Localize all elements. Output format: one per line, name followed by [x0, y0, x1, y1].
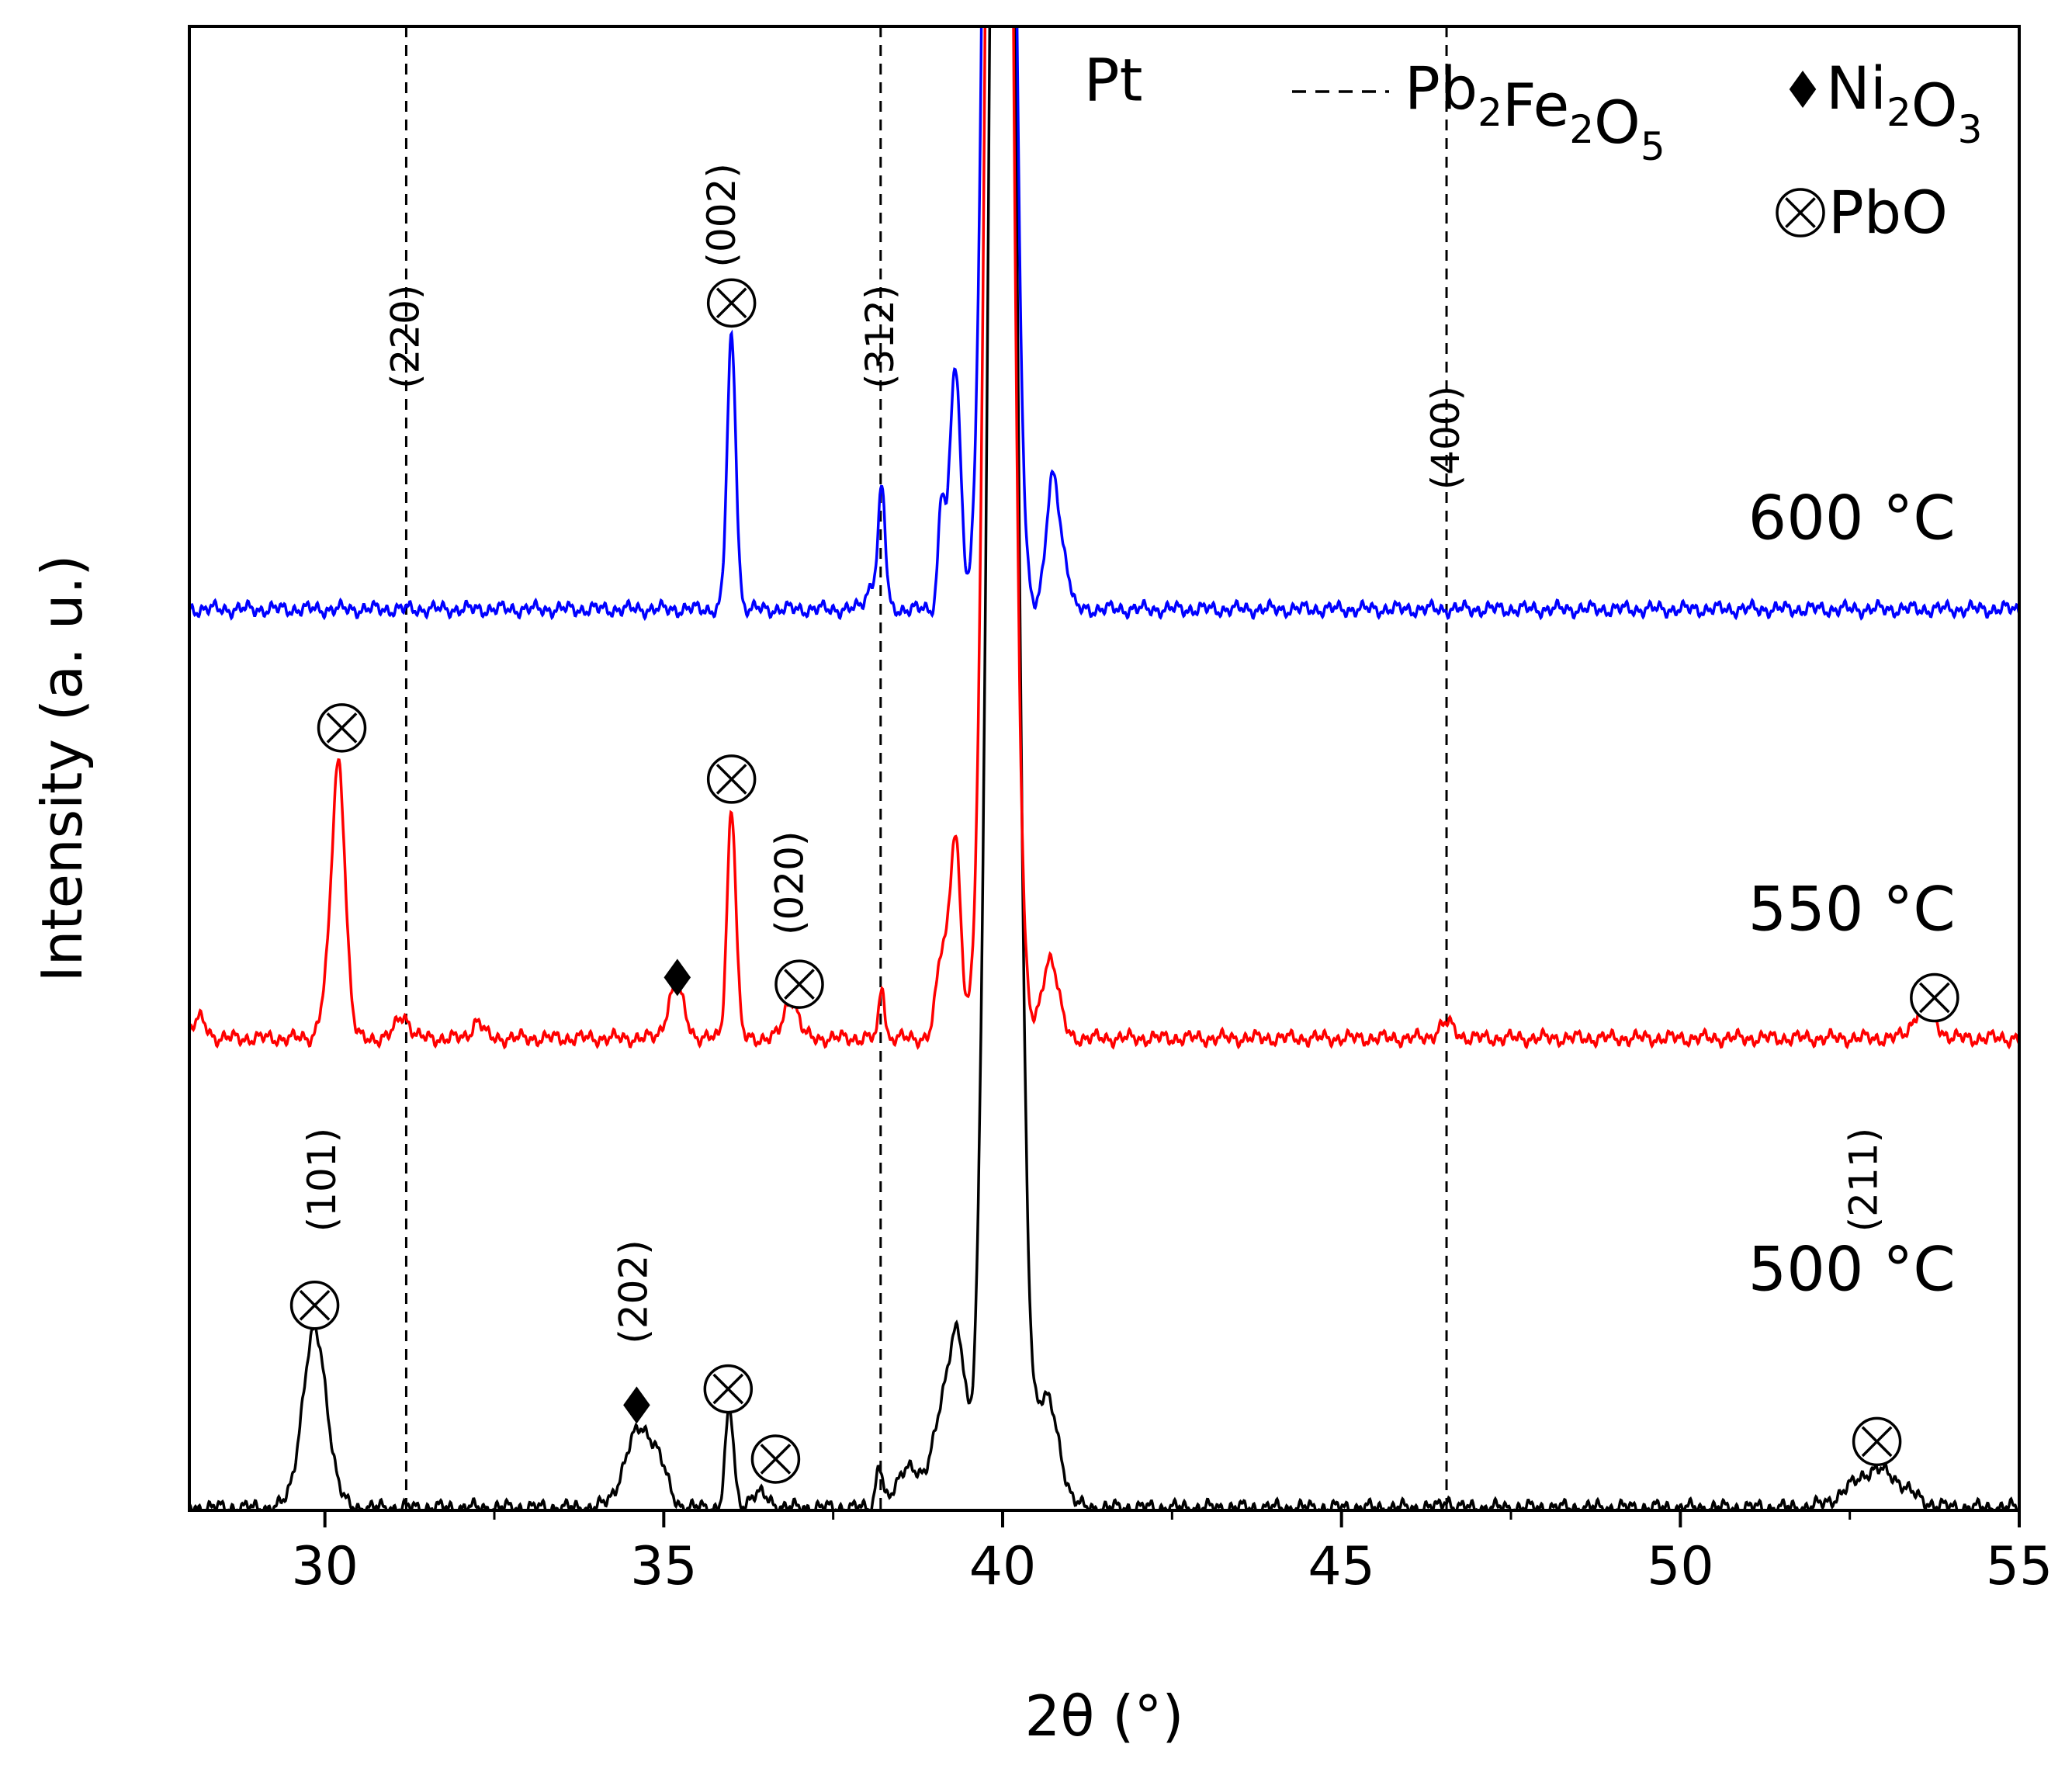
pbo-marker [774, 959, 824, 1009]
series-label-0: 500 °C [1748, 1236, 1956, 1305]
reference-lines [404, 26, 1448, 1510]
pbo-marker [706, 278, 757, 328]
pbo-marker [1852, 1416, 1902, 1467]
peak-index-label-3: (002) [699, 163, 744, 267]
plot-frame [188, 25, 2021, 1512]
x-tick-label: 45 [1308, 1536, 1375, 1597]
ni2o3-marker [623, 1386, 650, 1424]
peak-index-label-1: (202) [612, 1239, 657, 1343]
legend-entry-0: Pb2Fe2O5 [1292, 54, 1665, 169]
x-tick-label: 55 [1986, 1536, 2053, 1597]
x-tick-label: 40 [969, 1536, 1037, 1597]
legend-text: Pb2Fe2O5 [1405, 54, 1665, 169]
peak-index-label-2: (211) [1842, 1128, 1887, 1232]
reference-line-label-1: (312) [858, 285, 903, 389]
pbo-marker [289, 1281, 340, 1330]
series-line-1 [189, 26, 2019, 1050]
pt-peak-label: Pt [1084, 46, 1143, 115]
peak-index-label-4: (020) [767, 831, 812, 935]
reference-line-label-2: (400) [1423, 386, 1468, 490]
pbo-marker [1910, 972, 1959, 1023]
pbo-marker [706, 754, 757, 804]
pbo-marker [317, 703, 367, 753]
x-tick-label: 35 [630, 1536, 698, 1597]
annotations: (220) (312) (400) 500 °C 550 °C 600 °C (101) (2… [289, 46, 1959, 1484]
legend-pbo-symbol [1776, 188, 1825, 237]
y-axis-title: Intensity (a. u.) [29, 555, 95, 983]
pbo-marker [750, 1434, 801, 1484]
legend-text: Ni2O3 [1826, 54, 1982, 152]
series-line-2 [189, 26, 2019, 622]
x-tick-label: 50 [1647, 1536, 1714, 1597]
legend-entry-2: PbO [1776, 178, 1948, 247]
peak-index-label-0: (101) [300, 1128, 345, 1232]
x-axis-title: 2θ (°) [1025, 1683, 1184, 1749]
series-line-0 [189, 26, 2019, 1510]
reference-line-label-0: (220) [383, 285, 428, 389]
x-tick-label: 30 [291, 1536, 359, 1597]
legend-diamond-symbol [1789, 71, 1817, 108]
axes: 30 35 40 45 50 55 [188, 25, 2053, 1597]
pbo-marker [703, 1364, 754, 1414]
ni2o3-marker [664, 959, 691, 997]
legend-text: PbO [1828, 178, 1948, 247]
series-group [189, 26, 2019, 1510]
series-label-2: 600 °C [1748, 484, 1956, 554]
series-label-1: 550 °C [1748, 875, 1956, 945]
legend-entry-1: Ni2O3 [1789, 54, 1982, 152]
legend: Pb2Fe2O5 Ni2O3 PbO [1292, 54, 1982, 247]
